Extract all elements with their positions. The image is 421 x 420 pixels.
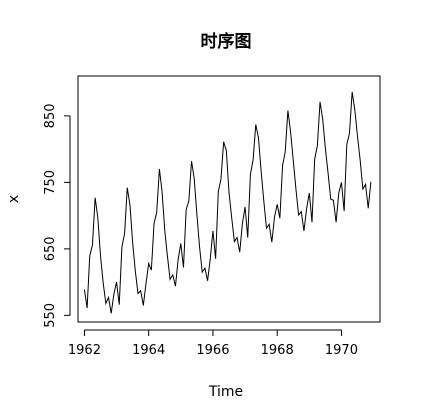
y-tick-label: 550 [43, 303, 58, 328]
x-axis-label: Time [208, 384, 243, 400]
y-axis-label: x [6, 195, 22, 203]
y-axis: 550 650 750 850 [43, 103, 71, 328]
y-tick-label: 850 [43, 103, 58, 128]
x-tick-label: 1966 [196, 343, 229, 358]
x-tick-label: 1970 [325, 343, 358, 358]
x-tick-label: 1968 [261, 343, 294, 358]
x-tick-label: 1962 [68, 343, 101, 358]
plot-frame [77, 75, 381, 323]
x-axis: 1962 1964 1966 1968 1970 [68, 329, 358, 358]
y-tick-label: 650 [43, 236, 58, 261]
series-line [83, 91, 372, 314]
chart-title: 时序图 [201, 31, 252, 52]
x-tick-label: 1964 [132, 343, 165, 358]
y-tick-label: 750 [43, 170, 58, 195]
